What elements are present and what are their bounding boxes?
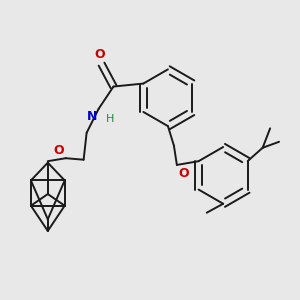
- Text: H: H: [106, 114, 114, 124]
- Text: N: N: [87, 110, 97, 123]
- Text: O: O: [95, 48, 105, 61]
- Text: O: O: [178, 167, 189, 180]
- Text: O: O: [54, 144, 64, 157]
